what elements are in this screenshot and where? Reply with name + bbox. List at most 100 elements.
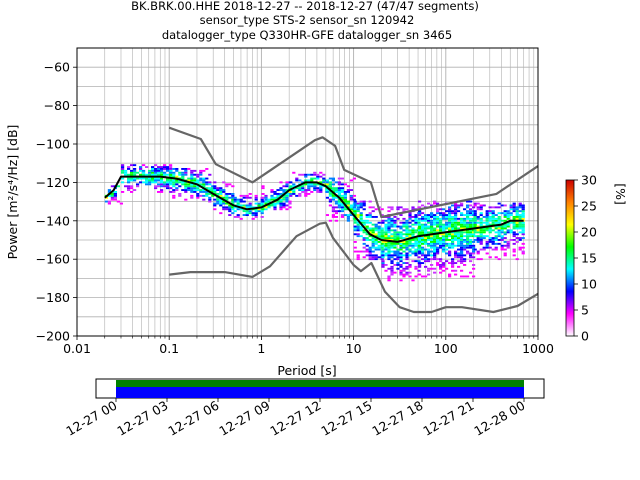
density-cell [196, 194, 200, 197]
density-cell [473, 202, 477, 205]
density-cell [187, 168, 191, 170]
density-cell [433, 231, 437, 234]
density-cell [133, 173, 137, 176]
density-cell [340, 191, 344, 193]
density-cell [482, 231, 486, 234]
density-cell [310, 179, 314, 182]
density-cell [257, 210, 261, 213]
density-cell [359, 202, 363, 205]
density-cell [273, 206, 277, 209]
density-cell [439, 217, 443, 220]
density-cell [199, 194, 203, 197]
density-cell [466, 210, 470, 213]
density-cell [466, 252, 470, 255]
density-cell [460, 212, 464, 215]
density-cell [454, 206, 458, 209]
density-cell [442, 246, 446, 249]
density-cell [222, 208, 226, 211]
density-cell [433, 214, 437, 216]
density-cell [166, 183, 170, 186]
density-cell [457, 221, 461, 224]
density-cell [190, 175, 194, 178]
density-cell [285, 181, 289, 184]
density-cell [439, 264, 443, 266]
density-cell [154, 171, 158, 174]
density-cell [340, 202, 344, 205]
density-cell [424, 227, 428, 230]
density-cell [157, 191, 161, 193]
density-cell [436, 252, 440, 255]
density-cell [414, 265, 418, 268]
density-cell [374, 223, 378, 226]
density-cell [448, 212, 452, 215]
density-cell [193, 185, 197, 188]
density-cell [328, 198, 332, 201]
density-cell [301, 173, 305, 176]
density-cell [473, 210, 477, 213]
density-cell [187, 177, 191, 180]
density-cell [328, 200, 332, 203]
density-cell [225, 194, 229, 197]
density-cell [116, 185, 120, 188]
density-cell [491, 217, 495, 220]
density-cell [353, 219, 357, 222]
density-cell [371, 223, 375, 226]
density-cell [433, 237, 437, 239]
density-cell [439, 265, 443, 268]
density-cell [521, 204, 525, 207]
density-cell [473, 219, 477, 222]
density-cell [405, 223, 409, 226]
density-cell [427, 219, 431, 222]
density-cell [337, 191, 341, 193]
density-cell [142, 171, 146, 174]
density-cell [448, 246, 452, 249]
density-cell [469, 225, 473, 228]
density-cell [127, 187, 131, 190]
density-cell [405, 227, 409, 230]
density-cell [148, 183, 152, 186]
density-cell [411, 260, 415, 263]
density-cell [439, 227, 443, 230]
density-cell [436, 248, 440, 251]
density-cell [359, 212, 363, 215]
density-cell [399, 225, 403, 228]
density-cell [427, 221, 431, 224]
density-cell [479, 212, 483, 215]
density-cell [463, 258, 467, 261]
density-cell [436, 202, 440, 205]
density-cell [430, 246, 434, 249]
density-cell [457, 231, 461, 234]
density-cell [157, 185, 161, 188]
density-cell [325, 183, 329, 186]
density-cell [139, 177, 143, 180]
density-cell [261, 200, 265, 203]
density-cell [307, 187, 311, 190]
density-cell [396, 248, 400, 251]
density-cell [466, 212, 470, 215]
density-cell [442, 235, 446, 238]
density-cell [313, 183, 317, 186]
density-cell [365, 225, 369, 228]
density-cell [460, 242, 464, 245]
density-cell [405, 244, 409, 247]
density-cell [457, 241, 461, 243]
density-cell [219, 194, 223, 197]
density-cell [368, 248, 372, 251]
density-cell [460, 246, 464, 249]
density-cell [451, 217, 455, 220]
density-cell [175, 169, 179, 172]
density-cell [190, 183, 194, 186]
density-cell [231, 193, 235, 195]
density-cell [242, 206, 246, 209]
density-cell [460, 223, 464, 226]
density-cell [390, 242, 394, 245]
density-cell [380, 258, 384, 261]
density-cell [365, 221, 369, 224]
density-cell [365, 250, 369, 253]
density-cell [368, 258, 372, 261]
density-cell [512, 216, 516, 218]
density-cell [500, 212, 504, 215]
density-cell [448, 244, 452, 247]
density-cell [282, 185, 286, 188]
density-cell [417, 221, 421, 224]
